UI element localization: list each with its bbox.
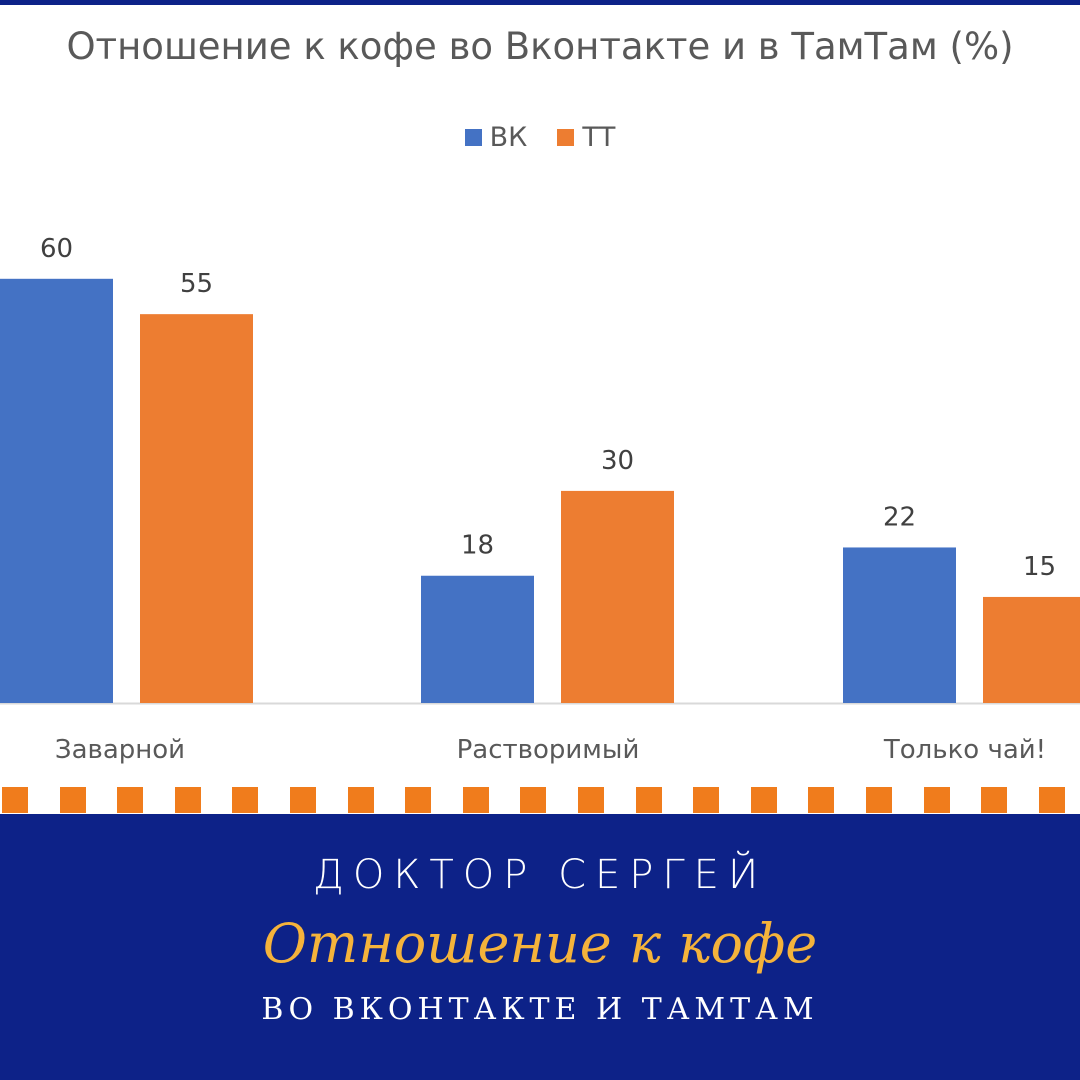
divider-square xyxy=(578,787,604,813)
bar-tt-1 xyxy=(561,490,674,703)
data-label-tt-1: 30 xyxy=(601,446,634,476)
footer-banner xyxy=(0,814,1080,1080)
divider-square xyxy=(750,787,777,813)
divider-square xyxy=(232,787,259,813)
divider-square xyxy=(808,787,835,813)
data-label-tt-0: 55 xyxy=(180,269,213,299)
divider-square xyxy=(462,787,489,813)
data-label-vk-0: 60 xyxy=(40,234,73,264)
top-border xyxy=(0,0,1080,5)
divider-square xyxy=(693,787,720,813)
divider-square xyxy=(981,787,1008,813)
divider-square xyxy=(2,787,28,813)
divider-square xyxy=(290,787,316,813)
chart-title: Отношение к кофе во Вконтакте и в ТамТам… xyxy=(66,25,1014,68)
divider-square xyxy=(1038,787,1065,813)
bar-vk-1 xyxy=(421,575,534,703)
legend-swatch-tt xyxy=(557,129,575,146)
author-name: ДОКТОР СЕРГЕЙ xyxy=(312,852,768,898)
legend-swatch-vk xyxy=(464,129,482,146)
legend-item-tt: ТТ xyxy=(557,122,615,153)
data-label-vk-2: 22 xyxy=(883,502,916,532)
divider-square xyxy=(117,787,144,813)
divider-square xyxy=(59,787,86,813)
bar-vk-2 xyxy=(843,547,956,703)
chart-legend: ВК ТТ xyxy=(0,122,1080,153)
legend-label-vk: ВК xyxy=(489,122,528,153)
chart-area: Отношение к кофе во Вконтакте и в ТамТам… xyxy=(0,5,1080,790)
divider-square xyxy=(866,787,892,813)
footer-headline: Отношение к кофе xyxy=(262,912,818,975)
bar-plot: 60 18 22 55 30 15 Заварной Растворимый Только ча… xyxy=(0,234,1080,765)
bar-vk-0 xyxy=(0,278,113,703)
legend-label-tt: ТТ xyxy=(582,122,616,153)
bar-tt-2 xyxy=(983,596,1080,703)
category-label-1: Растворимый xyxy=(457,735,640,765)
data-label-tt-2: 15 xyxy=(1023,552,1056,582)
bar-tt-0 xyxy=(140,314,253,703)
divider-square xyxy=(347,787,374,813)
category-label-0: Заварной xyxy=(55,735,185,765)
divider-square xyxy=(635,787,662,813)
legend-item-vk: ВК xyxy=(464,122,528,153)
data-label-vk-1: 18 xyxy=(461,531,494,561)
divider-square xyxy=(520,787,547,813)
divider-square xyxy=(923,787,950,813)
divider-square xyxy=(405,787,432,813)
footer-subline: ВО ВКОНТАКТЕ И ТАМТАМ xyxy=(261,992,819,1027)
divider-squares xyxy=(0,787,1080,813)
divider-square xyxy=(174,787,201,813)
category-label-2: Только чай! xyxy=(883,735,1046,765)
